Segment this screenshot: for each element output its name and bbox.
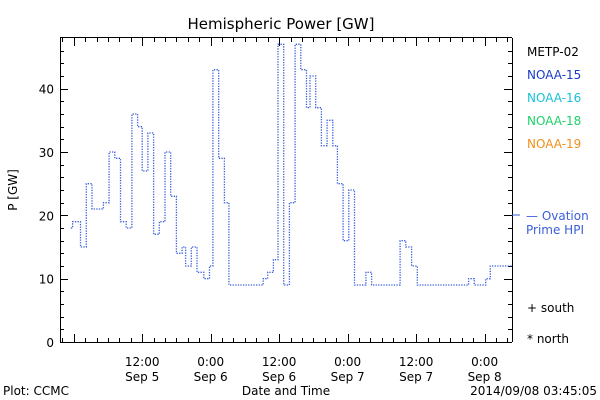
legend-satellite-label: NOAA-15 xyxy=(527,68,581,82)
legend-satellite-label: NOAA-18 xyxy=(527,114,581,128)
y-axis-label: P [GW] xyxy=(6,169,20,211)
x-tick-time-label: 12:00 xyxy=(125,355,160,369)
x-tick-time-label: 0:00 xyxy=(471,355,498,369)
plot-credit: Plot: CCMC xyxy=(3,384,69,398)
x-tick-time-label: 12:00 xyxy=(399,355,434,369)
y-axis-ticks: 0 10 20 30 40 xyxy=(39,51,512,350)
x-tick-time-label: 0:00 xyxy=(197,355,224,369)
legend-satellite-label: METP-02 xyxy=(527,45,579,59)
legend-satellite-label: NOAA-19 xyxy=(527,137,581,151)
legend-north-marker: * north xyxy=(527,332,569,346)
x-tick-date-label: Sep 6 xyxy=(194,370,228,384)
x-axis-label: Date and Time xyxy=(242,384,330,398)
x-tick-date-label: Sep 6 xyxy=(262,370,296,384)
legend-model-label-line2: Prime HPI xyxy=(526,223,584,237)
x-tick-date-label: Sep 7 xyxy=(399,370,433,384)
x-tick-date-label: Sep 8 xyxy=(468,370,502,384)
y-tick-label: 40 xyxy=(39,83,54,97)
y-tick-label: 0 xyxy=(46,336,54,350)
legend-satellite-label: NOAA-16 xyxy=(527,91,581,105)
series-layer xyxy=(70,43,512,286)
y-tick-label: 10 xyxy=(39,273,54,287)
y-tick-label: 20 xyxy=(39,209,54,223)
y-tick-label: 30 xyxy=(39,146,54,160)
x-tick-time-label: 12:00 xyxy=(262,355,297,369)
x-tick-date-label: Sep 5 xyxy=(125,370,159,384)
x-tick-date-label: Sep 7 xyxy=(331,370,365,384)
chart-title: Hemispheric Power [GW] xyxy=(188,15,375,33)
series-line-ovation-hpi xyxy=(70,43,512,286)
plot-timestamp: 2014/09/08 03:45:05 xyxy=(470,384,597,398)
legend-south-marker: + south xyxy=(527,301,574,315)
x-tick-time-label: 0:00 xyxy=(334,355,361,369)
legend-model-label: — Ovation xyxy=(526,209,589,223)
legend: METP-02 NOAA-15 NOAA-16 NOAA-18 NOAA-19 — Ova… xyxy=(512,45,589,346)
plot-frame xyxy=(60,37,513,343)
